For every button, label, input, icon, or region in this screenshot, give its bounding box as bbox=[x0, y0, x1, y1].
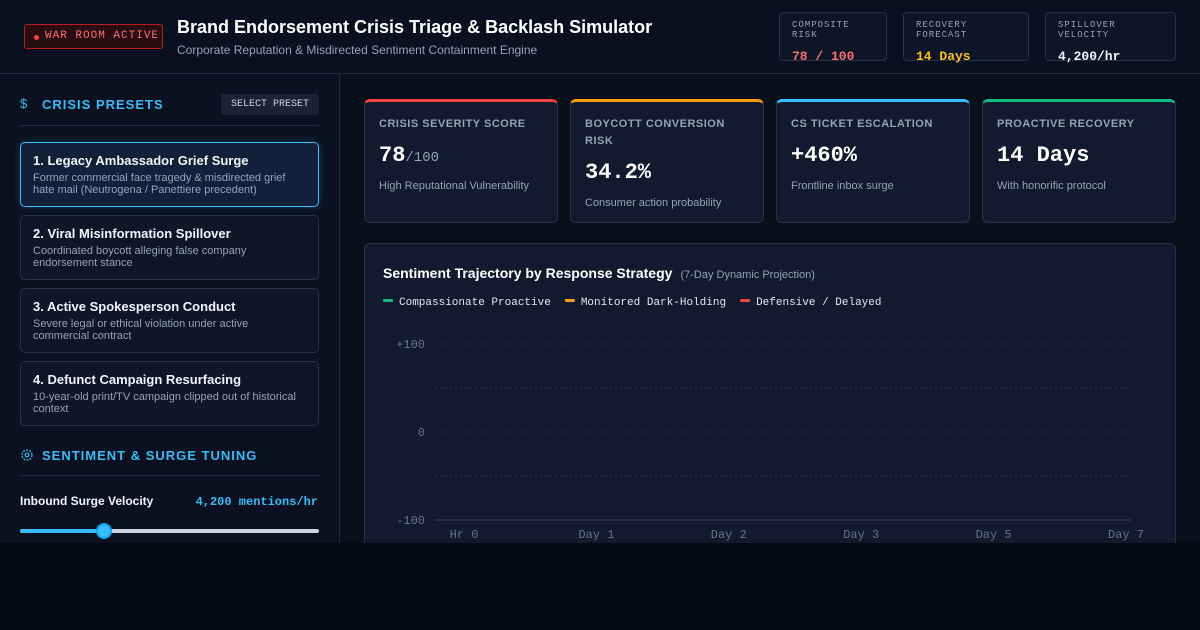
legend-swatch bbox=[564, 299, 575, 302]
divider bbox=[20, 475, 319, 476]
preset-desc: Former commercial face tragedy & misdire… bbox=[33, 172, 286, 196]
stat-label: SPILLOVER VELOCITY bbox=[1058, 20, 1116, 40]
kpi-value: 14 Days bbox=[997, 143, 1090, 168]
status-badge: WAR ROOM ACTIVE bbox=[24, 24, 163, 49]
kpi-label: CS TICKET ESCALATION bbox=[791, 118, 933, 130]
kpi-card: BOYCOTT CONVERSION RISK 34.2% Consumer act… bbox=[570, 99, 764, 223]
icon: $ bbox=[20, 96, 28, 111]
subtitle: Corporate Reputation & Misdirected Senti… bbox=[177, 43, 538, 57]
kpi-label: BOYCOTT CONVERSION RISK bbox=[585, 118, 725, 147]
y-tick-label: +100 bbox=[396, 338, 425, 352]
sidebar: $ CRISIS PRESETS SELECT PRESET 1. Legacy… bbox=[0, 74, 340, 543]
preset-title: 3. Active Spokesperson Conduct bbox=[33, 299, 236, 314]
stat: COMPOSITE RISK 78 / 100 bbox=[779, 12, 887, 64]
x-tick-label: Hr 0 bbox=[450, 528, 479, 542]
stat-value: 4,200/hr bbox=[1058, 49, 1121, 64]
select-preset-button[interactable]: SELECT PRESET bbox=[221, 94, 319, 115]
kpi-card: CRISIS SEVERITY SCORE 78/100 High Reputati… bbox=[364, 99, 558, 223]
section-title: CRISIS PRESETS bbox=[42, 97, 164, 112]
app: WAR ROOM ACTIVE Brand Endorsement Crisis… bbox=[0, 0, 1200, 543]
legend-swatch bbox=[383, 299, 393, 302]
kpi-note: Frontline inbox surge bbox=[791, 180, 894, 192]
section-title: SENTIMENT & SURGE TUNING bbox=[42, 448, 258, 463]
slider-value: 4,200 mentions/hr bbox=[195, 495, 318, 509]
preset[interactable]: 2. Viral Misinformation Spillover Coordin… bbox=[20, 215, 319, 280]
y-tick-label: 0 bbox=[418, 426, 425, 440]
kpi-value: 78/100 bbox=[379, 143, 543, 168]
kpi-number: 78 bbox=[379, 143, 406, 168]
preset-title: 1. Legacy Ambassador Grief Surge bbox=[33, 153, 249, 168]
x-tick-label: Day 5 bbox=[976, 528, 1012, 542]
kpi-label: PROACTIVE RECOVERY bbox=[997, 118, 1135, 130]
preset-desc: Coordinated boycott alleging false compa… bbox=[33, 245, 247, 269]
legend-label: Compassionate Proactive bbox=[399, 297, 551, 309]
kpi-note: High Reputational Vulnerability bbox=[379, 180, 530, 192]
stat: RECOVERY FORECAST 14 Days bbox=[903, 12, 1029, 64]
x-tick-label: Day 1 bbox=[578, 528, 614, 542]
preset[interactable]: 3. Active Spokesperson Conduct Severe leg… bbox=[20, 288, 319, 353]
preset-title: 2. Viral Misinformation Spillover bbox=[33, 226, 231, 241]
chart-title: Sentiment Trajectory by Response Strateg… bbox=[383, 265, 673, 281]
stat-value: 14 Days bbox=[916, 49, 971, 64]
slider-label: Inbound Surge Velocity bbox=[20, 494, 154, 508]
chart: Sentiment Trajectory by Response Strateg… bbox=[383, 265, 1144, 542]
x-tick-label: Day 2 bbox=[711, 528, 747, 542]
kpi-value: 34.2% bbox=[585, 160, 652, 185]
stat-label: COMPOSITE RISK bbox=[792, 20, 850, 40]
chart-panel: Sentiment Trajectory by Response Strateg… bbox=[364, 243, 1176, 543]
x-tick-label: Day 3 bbox=[843, 528, 879, 542]
preset-desc: 10-year-old print/TV campaign clipped ou… bbox=[33, 391, 296, 415]
kpi-suffix: /100 bbox=[405, 150, 440, 166]
stat: SPILLOVER VELOCITY 4,200/hr bbox=[1045, 12, 1176, 64]
kpi-note: Consumer action probability bbox=[585, 197, 722, 209]
header: WAR ROOM ACTIVE Brand Endorsement Crisis… bbox=[0, 0, 1200, 74]
divider bbox=[20, 125, 319, 126]
slider-track[interactable] bbox=[20, 523, 319, 539]
preset-desc: Severe legal or ethical violation under … bbox=[33, 318, 249, 342]
kpi-label: CRISIS SEVERITY SCORE bbox=[379, 118, 526, 130]
stat-value: 78 / 100 bbox=[792, 49, 855, 64]
chart-subtitle: (7-Day Dynamic Projection) bbox=[680, 269, 814, 281]
preset[interactable]: 4. Defunct Campaign Resurfacing 10-year-o… bbox=[20, 361, 319, 426]
legend-label: Monitored Dark-Holding bbox=[581, 297, 726, 309]
slider-thumb[interactable] bbox=[96, 523, 112, 539]
legend-swatch bbox=[740, 299, 751, 302]
kpi-value: +460% bbox=[791, 143, 858, 168]
preset[interactable]: 1. Legacy Ambassador Grief Surge Former c… bbox=[20, 142, 319, 207]
preset-title: 4. Defunct Campaign Resurfacing bbox=[33, 372, 242, 387]
legend-label: Defensive / Delayed bbox=[756, 297, 881, 309]
kpi-note: With honorific protocol bbox=[997, 180, 1106, 192]
gear-icon bbox=[21, 449, 33, 461]
stat-label: RECOVERY FORECAST bbox=[916, 20, 968, 40]
x-tick-label: Day 7 bbox=[1108, 528, 1144, 542]
title: Brand Endorsement Crisis Triage & Backla… bbox=[177, 17, 653, 37]
kpi-card: CS TICKET ESCALATION +460% Frontline inbox… bbox=[776, 99, 970, 223]
kpi-card: PROACTIVE RECOVERY 14 Days With honorific … bbox=[982, 99, 1176, 223]
y-tick-label: -100 bbox=[396, 514, 425, 528]
